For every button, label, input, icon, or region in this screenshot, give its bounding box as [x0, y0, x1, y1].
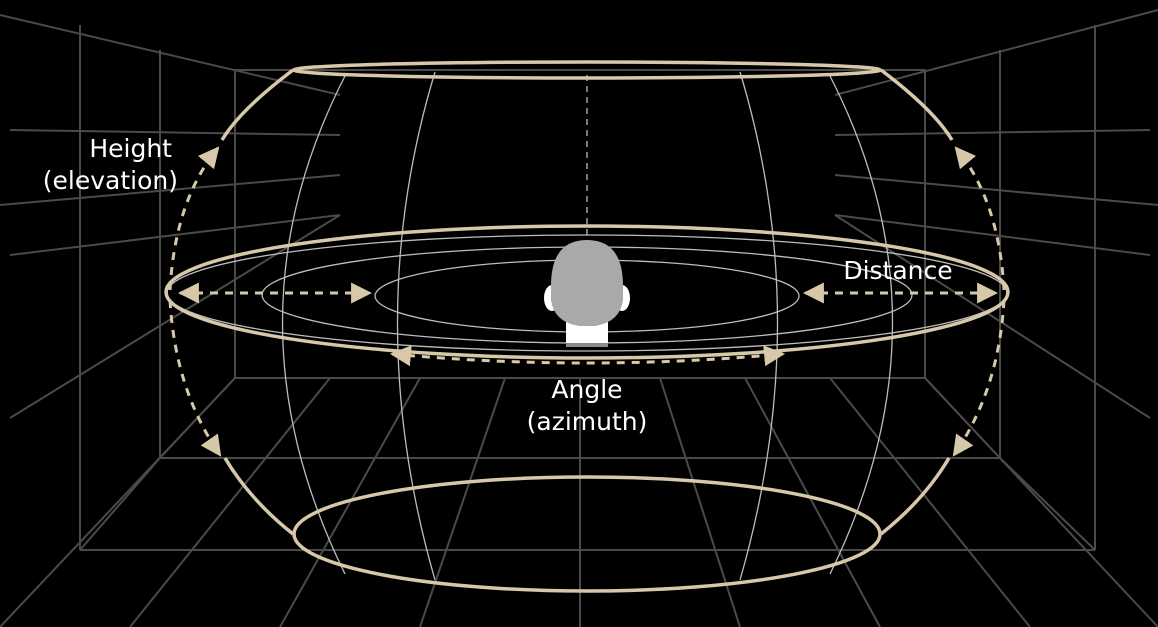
elevation-arrows-right: [952, 146, 1006, 457]
bottom-ring: [292, 475, 882, 593]
angle-label-line2: (azimuth): [527, 407, 648, 436]
height-arrow-down: [168, 299, 222, 457]
height-label-line1: Height: [89, 134, 172, 163]
height-arrow-up: [168, 146, 220, 291]
height-arrows: [168, 146, 222, 457]
angle-label-line1: Angle: [551, 375, 622, 404]
top-ring: [292, 60, 882, 80]
height-label-line2: (elevation): [43, 166, 178, 195]
room-grid: [0, 9, 1158, 627]
azimuth-arrow: [389, 345, 786, 367]
distance-label: Distance: [843, 256, 952, 285]
listener-head-icon: [544, 240, 630, 347]
